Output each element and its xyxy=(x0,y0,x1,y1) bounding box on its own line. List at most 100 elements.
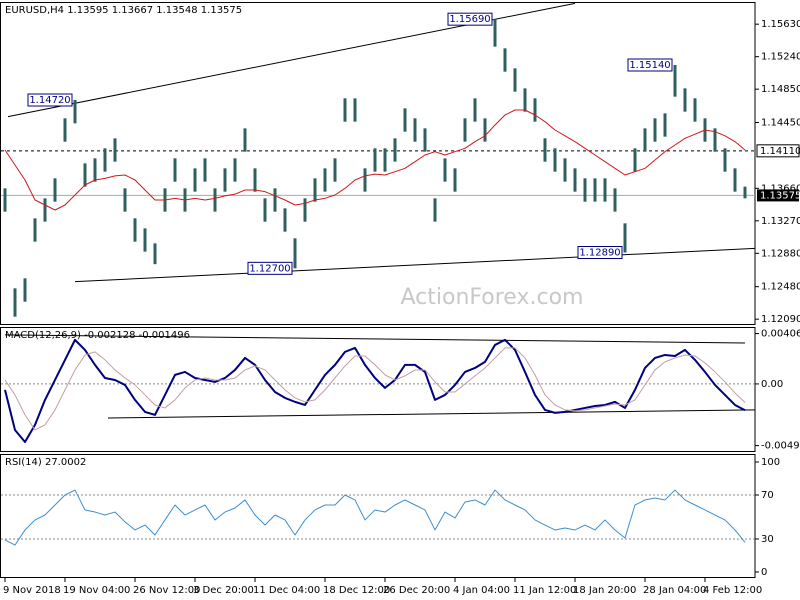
price-bar xyxy=(403,108,407,132)
y-tick-label: 1.12880 xyxy=(761,248,800,259)
panel-frame xyxy=(0,327,756,452)
y-tick-label: 1.14450 xyxy=(761,118,800,129)
y-tick-label: 30 xyxy=(761,534,774,545)
price-bar xyxy=(3,188,7,212)
y-tick-label: 1.15630 xyxy=(761,19,800,30)
panel-frame xyxy=(0,454,756,578)
annotation-box xyxy=(27,93,73,107)
x-tick-label: 11 Dec 04:00 xyxy=(253,585,320,596)
x-tick-label: 18 Dec 12:00 xyxy=(323,585,390,596)
level-box xyxy=(756,144,800,158)
price-bar xyxy=(423,128,427,152)
price-bar xyxy=(93,158,97,182)
series-line xyxy=(4,489,746,546)
annotation-box xyxy=(627,58,673,72)
price-bar xyxy=(313,178,317,202)
x-tick-label: 4 Jan 04:00 xyxy=(453,585,510,596)
price-bar xyxy=(23,278,27,302)
price-bar xyxy=(263,198,267,222)
price-bar xyxy=(693,98,697,122)
x-tick-label: 9 Nov 2018 xyxy=(3,585,61,596)
price-bar xyxy=(653,118,657,142)
level-label: 1.14110 xyxy=(760,146,800,157)
price-bar xyxy=(13,288,17,317)
price-bar xyxy=(283,208,287,232)
y-tick-label: 1.12090 xyxy=(761,314,800,325)
y-tick-label: 0 xyxy=(761,567,767,578)
price-bar xyxy=(413,118,417,142)
price-bar xyxy=(553,148,557,172)
price-bar xyxy=(613,188,617,212)
annotation-label: 1.14720 xyxy=(29,95,70,106)
price-bar xyxy=(323,168,327,192)
annotation-label: 1.12700 xyxy=(249,263,290,274)
price-bar xyxy=(393,138,397,162)
price-bar xyxy=(663,113,667,137)
price-bar xyxy=(493,19,497,47)
trendline xyxy=(4,334,746,344)
price-bar xyxy=(253,168,257,192)
price-bar xyxy=(303,198,307,222)
price-bar xyxy=(153,243,157,265)
last-price-box xyxy=(757,189,799,202)
y-tick-label: 1.13660 xyxy=(761,183,800,194)
price-bar xyxy=(233,158,237,182)
price-bar xyxy=(123,188,127,212)
price-bar xyxy=(683,88,687,112)
price-bar xyxy=(243,128,247,152)
trendline xyxy=(74,247,756,283)
price-bar xyxy=(513,68,517,92)
price-bar xyxy=(203,158,207,182)
price-bar xyxy=(353,98,357,122)
price-bar xyxy=(443,158,447,182)
price-bar xyxy=(63,118,67,142)
price-bar xyxy=(533,98,537,122)
price-bar xyxy=(293,238,297,269)
price-bar xyxy=(723,148,727,172)
annotation-box xyxy=(247,261,293,275)
price-bar xyxy=(603,178,607,202)
annotation-label: 1.12890 xyxy=(579,248,620,259)
price-bar xyxy=(213,188,217,212)
price-bar xyxy=(223,168,227,192)
price-bar xyxy=(53,178,57,202)
price-bar xyxy=(193,168,197,192)
price-bar xyxy=(133,218,137,242)
x-tick-label: 19 Nov 04:00 xyxy=(63,585,130,596)
price-bar xyxy=(733,168,737,192)
x-tick-label: 18 Jan 20:00 xyxy=(573,585,636,596)
trendline xyxy=(107,409,756,419)
price-bar xyxy=(543,138,547,162)
price-bar xyxy=(593,178,597,202)
price-bar xyxy=(453,168,457,192)
panel-title: MACD(12,26,9) -0.002128 -0.001496 xyxy=(5,330,190,341)
y-tick-label: 0.004069 xyxy=(761,329,800,340)
price-bar xyxy=(83,163,87,187)
price-bar xyxy=(103,148,107,172)
price-bar xyxy=(583,178,587,202)
y-tick-label: 0.00 xyxy=(761,379,783,390)
y-tick-label: 1.12480 xyxy=(761,282,800,293)
price-bar xyxy=(563,158,567,182)
x-tick-label: 28 Jan 04:00 xyxy=(643,585,706,596)
price-bar xyxy=(743,186,747,199)
watermark: ActionForex.com xyxy=(401,285,584,310)
price-bar xyxy=(363,168,367,192)
x-tick-label: 4 Feb 12:00 xyxy=(703,585,762,596)
y-tick-label: 1.14850 xyxy=(761,84,800,95)
y-tick-label: -0.004981 xyxy=(761,441,800,452)
series-line xyxy=(4,338,746,443)
y-tick-label: 1.13270 xyxy=(761,216,800,227)
price-bar xyxy=(343,98,347,122)
price-bar xyxy=(573,168,577,192)
annotation-label: 1.15140 xyxy=(629,60,670,71)
price-bar xyxy=(523,88,527,112)
annotation-box xyxy=(447,12,493,26)
x-tick-label: 3 Dec 20:00 xyxy=(193,585,254,596)
price-bar xyxy=(73,100,77,124)
price-bar xyxy=(433,198,437,222)
price-bar xyxy=(33,218,37,242)
price-bar xyxy=(333,158,337,182)
